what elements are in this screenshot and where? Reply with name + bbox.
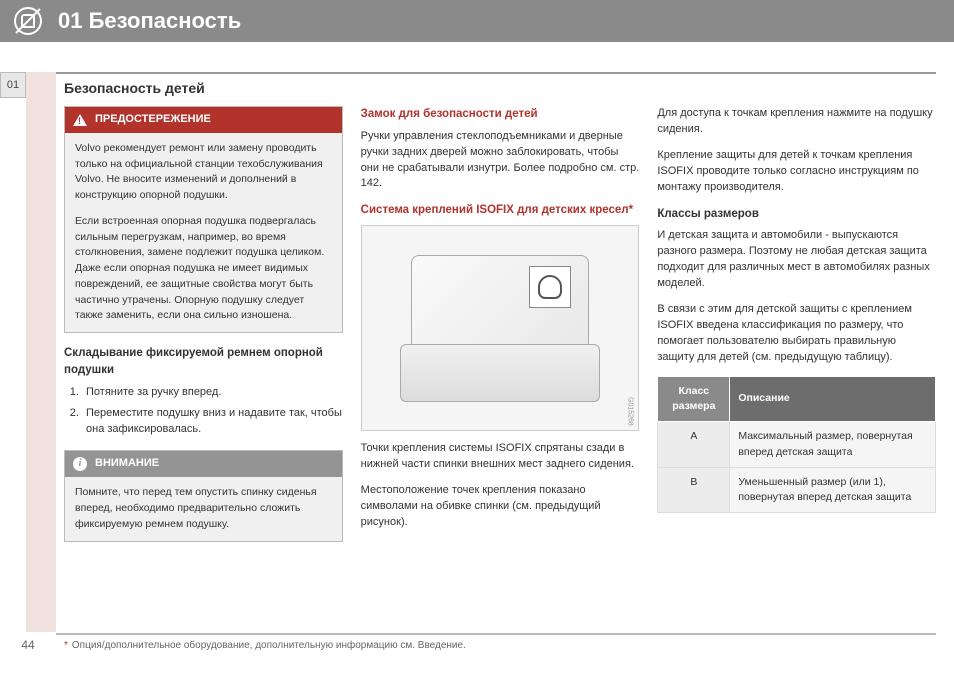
warning-label: ПРЕДОСТЕРЕЖЕНИЕ [95, 112, 211, 128]
isofix-p1: Точки крепления системы ISOFIX спрятаны … [361, 441, 640, 473]
column-1: ПРЕДОСТЕРЕЖЕНИЕ Volvo рекомендует ремонт… [64, 106, 343, 631]
chapter-title: 01 Безопасность [58, 8, 241, 34]
isofix-illustration: G015268 [361, 225, 640, 431]
cell-desc-b: Уменьшенный размер (или 1), повернутая в… [730, 467, 936, 512]
no-symbol-icon [14, 7, 42, 35]
footnote-star: * [64, 640, 68, 651]
section-divider: Безопасность детей [56, 72, 936, 96]
sidebar-accent [26, 72, 56, 632]
step-1: Потяните за ручку вперед. [82, 385, 343, 401]
cell-desc-a: Максимальный размер, повернутая вперед д… [730, 422, 936, 467]
chapter-tab: 01 [0, 72, 26, 98]
chapter-name: Безопасность [89, 8, 242, 33]
section-title: Безопасность детей [56, 80, 936, 96]
column-2: Замок для безопасности детей Ручки управ… [361, 106, 640, 631]
info-icon: i [73, 457, 87, 471]
warning-triangle-icon [73, 114, 87, 126]
table-header-row: Класс размера Описание [658, 376, 936, 421]
heading-folding: Складывание фиксируемой ремнем опорной п… [64, 345, 343, 378]
isofix-symbol [529, 266, 571, 308]
isofix-p2: Местоположение точек крепления показано … [361, 483, 640, 531]
chapter-header: 01 Безопасность [0, 0, 954, 42]
warning-header: ПРЕДОСТЕРЕЖЕНИЕ [65, 107, 342, 133]
note-p1: Помните, что перед тем опустить спинку с… [75, 485, 332, 532]
table-row: A Максимальный размер, повернутая вперед… [658, 422, 936, 467]
access-text: Для доступа к точкам крепления нажмите н… [657, 106, 936, 138]
heading-size-classes: Классы размеров [657, 206, 936, 223]
warning-box: ПРЕДОСТЕРЕЖЕНИЕ Volvo рекомендует ремонт… [64, 106, 343, 333]
th-class: Класс размера [658, 376, 730, 421]
heading-isofix: Система креплений ISOFIX для детских кре… [361, 202, 640, 219]
cell-class-b: B [658, 467, 730, 512]
steps-list: Потяните за ручку вперед. Переместите по… [82, 385, 343, 439]
image-code: G015268 [624, 397, 634, 426]
page-number: 44 [0, 638, 56, 652]
seat-base-shape [400, 344, 599, 401]
option-star: * [629, 204, 633, 216]
heading-child-lock: Замок для безопасности детей [361, 106, 640, 123]
th-description: Описание [730, 376, 936, 421]
mounting-text: Крепление защиты для детей к точкам креп… [657, 148, 936, 196]
column-3: Для доступа к точкам крепления нажмите н… [657, 106, 936, 631]
sizes-p1: И детская защита и автомобили - выпускаю… [657, 228, 936, 292]
chapter-number: 01 [58, 8, 82, 33]
warning-body: Volvo рекомендует ремонт или замену пров… [65, 133, 342, 332]
footer-note: * Опция/дополнительное оборудование, допо… [64, 640, 466, 651]
size-class-table: Класс размера Описание A Максимальный ра… [657, 376, 936, 513]
warning-p1: Volvo рекомендует ремонт или замену пров… [75, 141, 332, 204]
note-body: Помните, что перед тем опустить спинку с… [65, 477, 342, 540]
note-label: ВНИМАНИЕ [95, 456, 159, 472]
note-box: i ВНИМАНИЕ Помните, что перед тем опусти… [64, 450, 343, 541]
child-lock-text: Ручки управления стеклоподъемниками и дв… [361, 129, 640, 193]
sizes-p2: В связи с этим для детской защиты с креп… [657, 302, 936, 366]
page-footer: 44 * Опция/дополнительное оборудование, д… [0, 633, 954, 657]
content-columns: ПРЕДОСТЕРЕЖЕНИЕ Volvo рекомендует ремонт… [64, 106, 936, 631]
footer-text-content: Опция/дополнительное оборудование, допол… [72, 640, 466, 651]
note-header: i ВНИМАНИЕ [65, 451, 342, 477]
footer-divider [56, 633, 936, 635]
manual-page: 01 Безопасность 01 Безопасность детей ПР… [0, 0, 954, 673]
cell-class-a: A [658, 422, 730, 467]
warning-p2: Если встроенная опорная подушка подверга… [75, 214, 332, 324]
step-2: Переместите подушку вниз и надавите так,… [82, 406, 343, 438]
table-row: B Уменьшенный размер (или 1), повернутая… [658, 467, 936, 512]
seat-sketch [389, 247, 610, 410]
